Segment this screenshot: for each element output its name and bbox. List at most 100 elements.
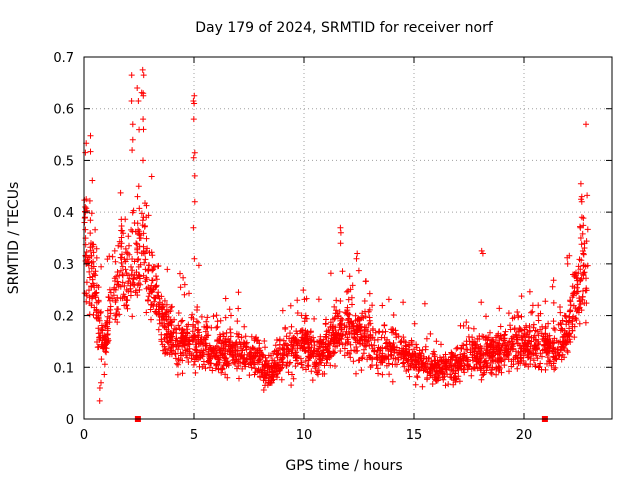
data-point (240, 339, 247, 346)
data-point (131, 258, 138, 265)
data-point (496, 337, 503, 343)
data-point (202, 328, 209, 335)
data-point (412, 351, 419, 358)
data-point (277, 357, 283, 363)
data-point (279, 352, 286, 359)
data-point (423, 335, 430, 342)
data-point (252, 335, 259, 342)
data-point (558, 356, 565, 363)
data-point (96, 334, 103, 341)
data-point (577, 278, 583, 284)
data-point (505, 351, 512, 358)
data-point (353, 255, 360, 262)
data-point (487, 329, 493, 336)
data-point (143, 309, 150, 316)
data-point (133, 240, 140, 247)
data-point (442, 382, 449, 389)
data-point (578, 257, 585, 264)
data-point (239, 365, 246, 372)
data-point (244, 356, 251, 363)
data-point (505, 310, 512, 317)
data-point (338, 315, 345, 322)
data-point (365, 321, 372, 328)
data-point (98, 341, 105, 348)
data-point (349, 301, 355, 308)
data-point (362, 337, 369, 344)
data-point (260, 387, 267, 393)
data-point (90, 258, 97, 265)
data-point (135, 256, 142, 262)
data-point (140, 72, 147, 79)
data-point (386, 339, 392, 346)
data-point (135, 98, 142, 104)
data-point (567, 297, 574, 304)
data-point (339, 268, 346, 275)
data-point (455, 373, 462, 380)
data-point (148, 282, 155, 289)
data-point (307, 351, 314, 358)
data-point (542, 323, 549, 330)
data-point (381, 334, 388, 341)
data-point (169, 303, 175, 310)
data-point (190, 154, 197, 161)
data-point (257, 356, 264, 363)
data-point (344, 311, 351, 317)
data-point (418, 350, 425, 357)
data-point (487, 341, 494, 348)
data-point (542, 366, 549, 373)
data-point (81, 290, 88, 297)
data-point (235, 289, 242, 296)
data-point (308, 344, 315, 351)
data-point (482, 357, 489, 364)
data-point (130, 207, 137, 214)
data-point (152, 294, 159, 301)
data-point (392, 361, 399, 368)
data-point (141, 259, 148, 266)
data-point (526, 327, 533, 334)
data-point (363, 278, 369, 285)
data-point (354, 347, 361, 354)
data-point (194, 332, 201, 339)
data-point (220, 330, 226, 337)
data-point (452, 362, 459, 369)
data-point (535, 338, 542, 345)
data-point (287, 330, 293, 337)
data-point (116, 238, 123, 245)
data-point (179, 335, 186, 342)
data-point (238, 347, 245, 354)
data-point (379, 371, 386, 378)
data-point (534, 355, 541, 362)
data-point (443, 359, 450, 365)
data-point (90, 249, 97, 256)
data-point (550, 299, 557, 306)
data-point (196, 329, 203, 336)
data-point (119, 279, 126, 286)
data-point (153, 273, 159, 280)
data-point (557, 346, 564, 353)
data-point (358, 367, 365, 374)
data-point (119, 263, 126, 270)
data-point (493, 371, 500, 378)
data-point (564, 260, 571, 267)
data-point (567, 339, 574, 345)
data-point (174, 371, 181, 378)
data-point (111, 247, 118, 254)
data-point (270, 350, 277, 357)
data-point (242, 333, 249, 340)
data-point (507, 326, 514, 333)
data-point (136, 286, 143, 293)
data-point (337, 348, 344, 354)
data-point (282, 324, 289, 331)
data-point (158, 331, 165, 338)
data-point (324, 356, 331, 363)
data-point (515, 312, 522, 319)
data-point (180, 274, 187, 281)
data-point (367, 354, 373, 361)
data-point (576, 295, 583, 302)
data-point (449, 367, 456, 374)
data-point (392, 327, 399, 334)
data-point (347, 341, 354, 348)
data-point (121, 282, 128, 289)
data-point (361, 298, 368, 304)
